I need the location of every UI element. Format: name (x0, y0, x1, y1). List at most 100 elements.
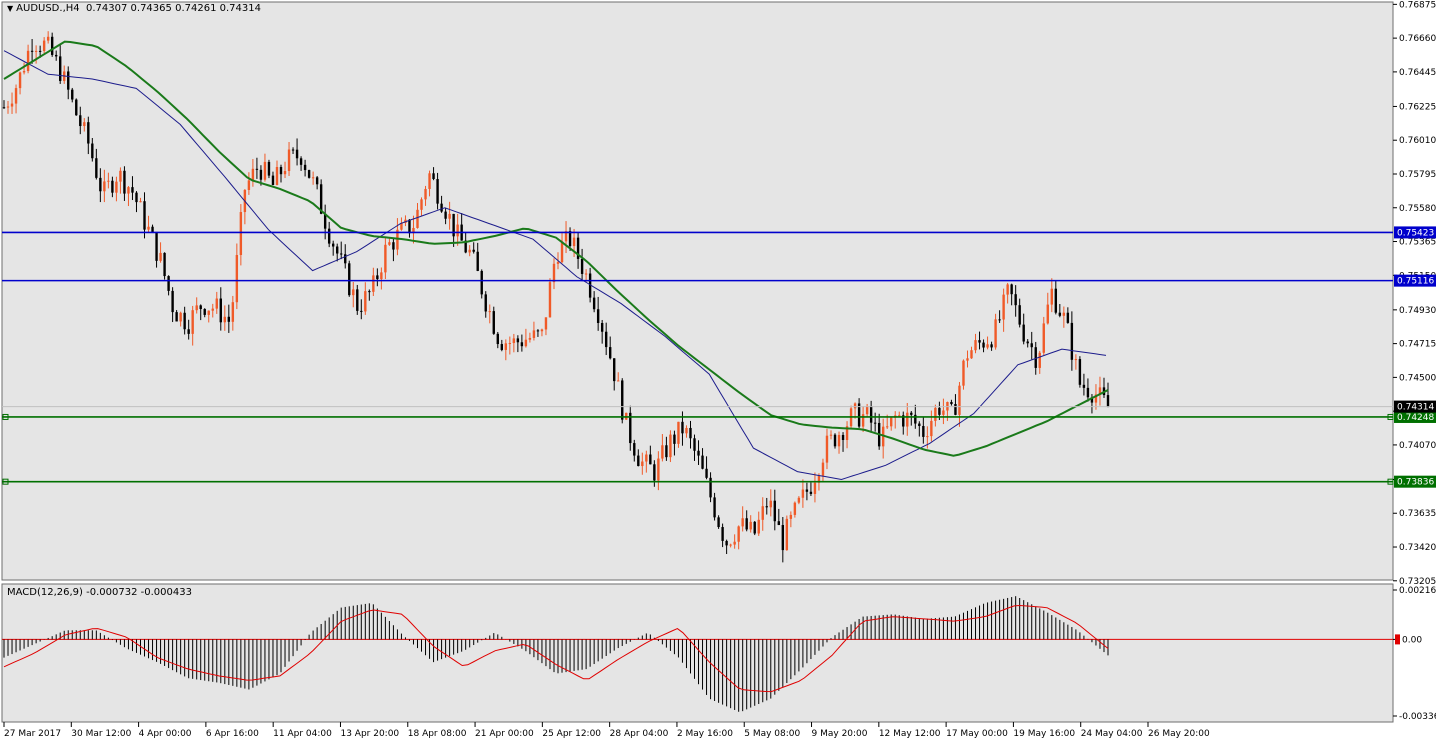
candle-body (753, 521, 756, 534)
candle-body (368, 291, 371, 293)
main-plot-area[interactable] (1, 1, 1394, 581)
candle-body (468, 249, 471, 253)
current-price-label: 0.74314 (1397, 403, 1434, 413)
candle-body (480, 270, 483, 295)
candle-body (637, 455, 640, 467)
candle-body (283, 171, 287, 175)
time-tick-label: 21 Apr 00:00 (475, 729, 534, 739)
candle-body (725, 540, 728, 546)
time-tick-label: 18 Apr 08:00 (408, 729, 467, 739)
candle-body (572, 237, 576, 247)
candle-body (50, 36, 54, 55)
price-tick-label: 0.74500 (1399, 373, 1436, 383)
candle-body (223, 316, 226, 323)
candle-body (83, 122, 86, 127)
candle-body (307, 170, 311, 178)
macd-signal-line (3, 604, 1109, 693)
candle-body (1010, 284, 1013, 295)
candle-body (456, 224, 459, 237)
candle-body (315, 177, 319, 185)
candle-body (187, 329, 190, 334)
candle-body (781, 525, 785, 551)
candle-body (484, 294, 487, 312)
candle-body (67, 71, 70, 90)
candle-body (1050, 288, 1053, 305)
candle-body (861, 414, 865, 427)
time-tick-label: 24 May 04:00 (1081, 729, 1143, 739)
time-tick-label: 6 Apr 16:00 (206, 729, 259, 739)
candle-body (416, 209, 419, 228)
macd-plot-area[interactable] (1, 583, 1394, 723)
candle-body (524, 339, 528, 347)
price-line-label: 0.75423 (1397, 228, 1434, 238)
time-tick-label: 19 May 16:00 (1013, 729, 1075, 739)
line-anchor-handle (1387, 478, 1394, 485)
candle-body (869, 406, 873, 423)
candle-body (6, 106, 10, 108)
candle-body (392, 242, 395, 250)
candle-body (231, 302, 235, 322)
candle-body (107, 180, 110, 182)
candle-body (930, 420, 933, 437)
candle-body (147, 226, 150, 230)
candle-body (30, 50, 34, 52)
candle-body (592, 297, 596, 310)
candle-body (1086, 387, 1090, 398)
candle-body (251, 168, 255, 181)
candle-body (79, 115, 82, 127)
candle-body (914, 414, 917, 424)
time-tick-label: 13 Apr 20:00 (340, 729, 399, 739)
candle-body (239, 212, 243, 255)
macd-tick-label: 0.00 (1402, 635, 1422, 645)
candle-body (432, 173, 435, 180)
candle-body (777, 521, 781, 526)
price-tick-label: 0.76660 (1399, 34, 1436, 44)
price-tick-label: 0.74930 (1399, 306, 1436, 316)
candle-body (420, 199, 423, 210)
candle-body (1014, 294, 1017, 306)
candle-body (1046, 304, 1049, 324)
candle-body (970, 350, 973, 359)
candle-body (773, 500, 776, 522)
candle-body (1042, 323, 1045, 353)
low-value: 0.74261 (175, 3, 217, 14)
candle-body (111, 180, 114, 193)
candle-body (59, 56, 62, 81)
candle-body (508, 343, 512, 345)
candle-body (211, 308, 214, 311)
price-tick-label: 0.75580 (1399, 204, 1436, 214)
candle-body (191, 310, 194, 334)
candle-body (1026, 341, 1029, 344)
candle-body (99, 177, 102, 192)
candle-body (14, 88, 18, 104)
candle-body (1002, 294, 1005, 320)
price-line-label: 0.74248 (1397, 413, 1434, 423)
candle-body (2, 107, 6, 109)
candle-body (179, 312, 182, 322)
candle-body (38, 50, 42, 52)
candle-body (336, 246, 339, 254)
current-price-label-bg (1394, 400, 1436, 413)
candle-body (1006, 284, 1009, 295)
candle-body (629, 412, 632, 444)
price-tick-label: 0.73635 (1399, 509, 1436, 519)
candle-body (617, 380, 620, 382)
candle-body (974, 340, 977, 351)
candle-body (532, 330, 536, 338)
close-value: 0.74314 (219, 3, 261, 14)
candle-body (898, 415, 901, 417)
candle-body (279, 166, 283, 175)
candle-body (400, 222, 403, 230)
collapse-caret-icon[interactable]: ▼ (7, 4, 14, 13)
candle-body (1030, 343, 1033, 348)
candle-body (163, 252, 166, 277)
candle-body (556, 262, 560, 264)
candle-body (653, 464, 656, 481)
candle-body (962, 360, 965, 386)
candle-body (344, 254, 347, 264)
candle-body (131, 187, 134, 193)
candle-body (500, 344, 504, 350)
candle-body (1066, 312, 1070, 323)
candle-body (641, 461, 644, 467)
candle-body (135, 192, 138, 203)
